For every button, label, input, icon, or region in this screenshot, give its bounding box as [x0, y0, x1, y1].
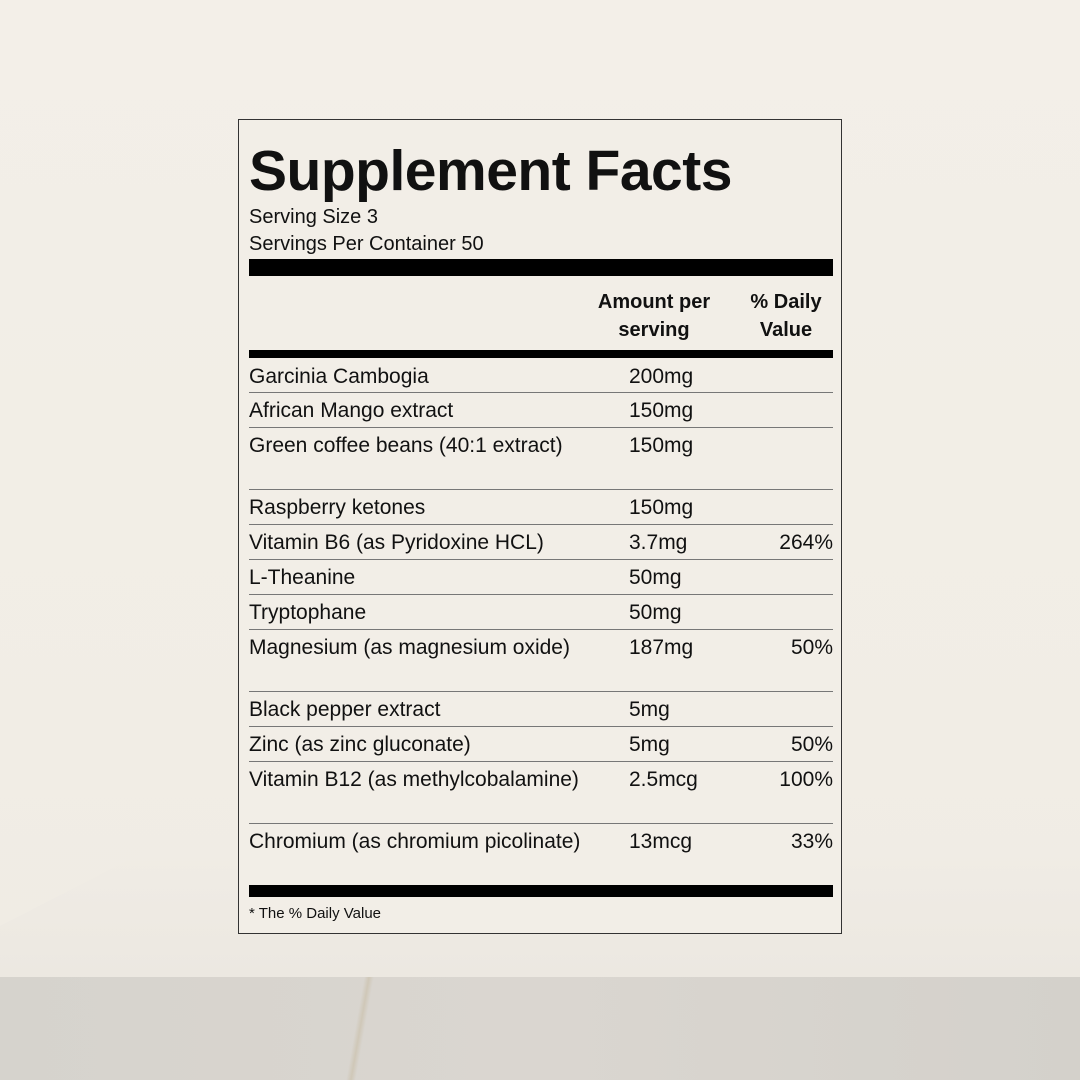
nutrient-row: Raspberry ketones 150mg [249, 490, 833, 525]
nutrient-row: African Mango extract 150mg [249, 393, 833, 428]
nutrient-amount: 150mg [629, 496, 694, 519]
thick-divider [249, 259, 833, 276]
nutrient-daily-value: 50% [790, 733, 833, 756]
nutrient-name: Vitamin B6 (as Pyridoxine HCL) [249, 531, 544, 554]
nutrient-name: Zinc (as zinc gluconate) [249, 733, 471, 756]
nutrient-row: Green coffee beans (40:1 extract) 150mg [249, 428, 833, 490]
nutrient-daily-value: 100% [779, 768, 833, 791]
nutrient-row: Chromium (as chromium picolinate) 13mcg 33… [249, 824, 833, 884]
nutrient-row: Vitamin B6 (as Pyridoxine HCL) 3.7mg 264% [249, 525, 833, 560]
nutrient-row: Tryptophane 50mg [249, 595, 833, 630]
footnote: * The % Daily Value [249, 905, 382, 922]
nutrient-row: Zinc (as zinc gluconate) 5mg 50% [249, 727, 833, 762]
nutrient-name: Tryptophane [249, 601, 367, 624]
supplement-facts-label: Supplement Facts Serving Size 3 Servings… [238, 119, 842, 934]
nutrient-row: Garcinia Cambogia 200mg [249, 359, 833, 393]
nutrient-daily-value: 33% [790, 830, 833, 853]
serving-size: Serving Size 3 [249, 206, 378, 228]
servings-per-container: Servings Per Container 50 [249, 233, 484, 255]
nutrient-name: Garcinia Cambogia [249, 365, 429, 388]
nutrient-name: Chromium (as chromium picolinate) [249, 830, 581, 853]
nutrient-name: Green coffee beans (40:1 extract) [249, 434, 563, 457]
nutrient-row: Vitamin B12 (as methylcobalamine) 2.5mcg 1… [249, 762, 833, 824]
header-amount: Amount per serving [597, 291, 711, 341]
nutrient-name: Raspberry ketones [249, 496, 426, 519]
nutrient-daily-value: 50% [790, 636, 833, 659]
nutrient-amount: 150mg [629, 399, 694, 422]
nutrient-amount: 200mg [629, 365, 694, 388]
nutrient-amount: 150mg [629, 434, 694, 457]
nutrient-amount: 13mcg [629, 830, 693, 853]
nutrient-amount: 3.7mg [629, 531, 688, 554]
nutrient-amount: 50mg [629, 566, 682, 589]
nutrient-name: Vitamin B12 (as methylcobalamine) [249, 768, 579, 791]
nutrient-name: African Mango extract [249, 399, 454, 422]
marble-vein [345, 977, 375, 1080]
nutrient-daily-value: 264% [779, 531, 833, 554]
nutrient-amount: 5mg [629, 733, 670, 756]
nutrient-amount: 50mg [629, 601, 682, 624]
header-daily-value: % Daily Value [750, 291, 822, 341]
nutrient-row: Black pepper extract 5mg [249, 692, 833, 727]
nutrient-name: Magnesium (as magnesium oxide) [249, 636, 570, 659]
nutrient-amount: 2.5mcg [629, 768, 698, 791]
nutrient-name: Black pepper extract [249, 698, 441, 721]
nutrient-name: L-Theanine [249, 566, 356, 589]
bottom-divider [249, 885, 833, 897]
label-title: Supplement Facts [249, 139, 732, 203]
nutrient-row: Magnesium (as magnesium oxide) 187mg 50% [249, 630, 833, 692]
header-divider [249, 350, 833, 358]
nutrient-row: L-Theanine 50mg [249, 560, 833, 595]
nutrient-amount: 5mg [629, 698, 670, 721]
pedestal-front [0, 977, 1080, 1080]
nutrient-amount: 187mg [629, 636, 694, 659]
